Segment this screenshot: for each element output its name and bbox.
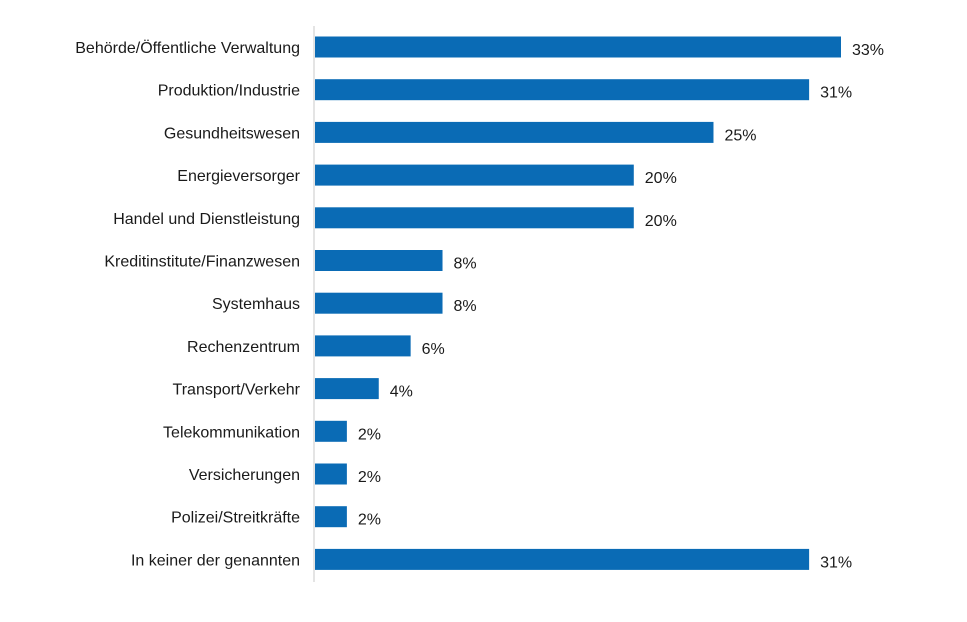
category-label: Transport/Verkehr bbox=[173, 382, 301, 399]
data-label: 2% bbox=[358, 426, 381, 443]
bar bbox=[315, 420, 347, 442]
data-label: 8% bbox=[454, 298, 477, 315]
bar bbox=[315, 506, 347, 528]
data-label: 20% bbox=[645, 170, 677, 187]
category-label: Polizei/Streitkräfte bbox=[171, 510, 300, 527]
category-label: Produktion/Industrie bbox=[158, 83, 300, 100]
data-label: 31% bbox=[820, 85, 852, 102]
data-label: 2% bbox=[358, 512, 381, 529]
bar bbox=[315, 378, 379, 400]
category-label: Rechenzentrum bbox=[187, 339, 300, 356]
category-label: In keiner der genannten bbox=[131, 552, 300, 569]
bars-group bbox=[315, 36, 841, 570]
category-label: Systemhaus bbox=[212, 296, 300, 313]
bar bbox=[315, 548, 810, 570]
bar bbox=[315, 292, 443, 314]
bar bbox=[315, 36, 841, 58]
category-labels-group: Behörde/Öffentliche Verwaltung Produktion… bbox=[75, 39, 300, 569]
data-label: 4% bbox=[390, 384, 413, 401]
data-label: 33% bbox=[852, 42, 884, 59]
data-label: 31% bbox=[820, 554, 852, 571]
category-label: Kreditinstitute/Finanzwesen bbox=[104, 254, 300, 271]
bar bbox=[315, 207, 634, 229]
category-label: Versicherungen bbox=[189, 467, 300, 484]
bar bbox=[315, 463, 347, 485]
bar bbox=[315, 121, 714, 143]
category-label: Behörde/Öffentliche Verwaltung bbox=[75, 39, 300, 57]
category-label: Energieversorger bbox=[177, 168, 300, 185]
data-label: 2% bbox=[358, 469, 381, 486]
data-label: 6% bbox=[422, 341, 445, 358]
category-label: Gesundheitswesen bbox=[164, 125, 300, 142]
bar bbox=[315, 250, 443, 271]
category-label: Telekommunikation bbox=[163, 424, 300, 441]
bar bbox=[315, 335, 411, 357]
bar bbox=[315, 164, 634, 186]
data-label: 20% bbox=[645, 213, 677, 230]
category-label: Handel und Dienstleistung bbox=[113, 211, 300, 228]
bar bbox=[315, 79, 810, 101]
data-label: 8% bbox=[454, 256, 477, 273]
data-label: 25% bbox=[724, 127, 756, 144]
data-labels-group: 33% 31% 25% 20% 20% 8% 8% 6% 4% 2% 2% 2% 31% bbox=[358, 42, 884, 571]
